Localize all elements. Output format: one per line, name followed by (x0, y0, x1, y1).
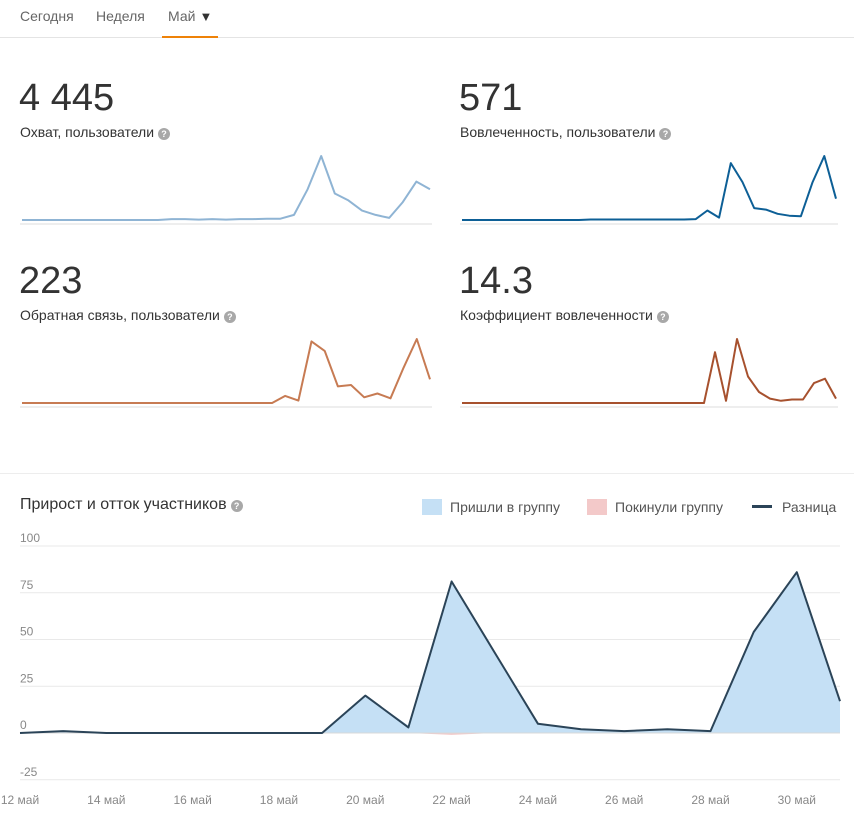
section-divider (0, 473, 854, 474)
tab-month[interactable]: Май ▼ (162, 0, 218, 38)
help-icon[interactable]: ? (656, 311, 669, 323)
help-icon[interactable]: ? (230, 500, 243, 512)
x-tick-label: 26 май (605, 793, 643, 807)
tab-today-label: Сегодня (20, 8, 74, 24)
engagement-value: 571 (459, 77, 523, 119)
chart-title-text: Прирост и отток участников (20, 496, 227, 513)
y-tick-label: 0 (20, 718, 27, 732)
x-tick-label: 16 май (173, 793, 211, 807)
sparkline-series (22, 338, 431, 404)
x-tick-label: 18 май (260, 793, 298, 807)
legend-diff[interactable]: Разница (752, 498, 836, 516)
x-tick-label: 28 май (691, 793, 729, 807)
reach-sparkline (20, 155, 432, 225)
sparkline-series (22, 155, 431, 221)
reach-label: Охват, пользователи? (20, 123, 171, 141)
legend-left-label: Покинули группу (615, 499, 723, 515)
sparkline-series (462, 338, 837, 404)
feedback-label-text: Обратная связь, пользователи (20, 307, 220, 323)
legend-joined-label: Пришли в группу (450, 499, 561, 515)
x-tick-label: 24 май (519, 793, 557, 807)
sparkline-series (462, 155, 837, 221)
reach-value: 4 445 (19, 77, 115, 119)
tab-week[interactable]: Неделя (90, 0, 151, 38)
feedback-sparkline (20, 338, 432, 408)
y-tick-label: 100 (20, 531, 40, 545)
legend-joined-swatch (422, 499, 442, 515)
legend-joined[interactable]: Пришли в группу (422, 498, 560, 516)
engagement-label: Вовлеченность, пользователи? (460, 123, 672, 141)
y-tick-label: 75 (20, 578, 34, 592)
period-tabs: Сегодня Неделя Май ▼ (0, 0, 854, 38)
engagement-sparkline (460, 155, 838, 225)
x-tick-label: 22 май (432, 793, 470, 807)
legend-diff-swatch (752, 505, 772, 508)
y-tick-label: -25 (20, 765, 38, 779)
engagement-rate-label: Коэффициент вовлеченности? (460, 306, 669, 324)
series-diff-line (19, 571, 841, 734)
reach-label-text: Охват, пользователи (20, 124, 155, 140)
x-tick-label: 12 май (1, 793, 39, 807)
chevron-down-icon: ▼ (199, 9, 213, 24)
tab-week-label: Неделя (96, 8, 145, 24)
help-icon[interactable]: ? (659, 128, 672, 140)
y-tick-label: 25 (20, 671, 34, 685)
y-tick-label: 50 (20, 625, 34, 639)
feedback-label: Обратная связь, пользователи? (20, 306, 236, 324)
legend-left[interactable]: Покинули группу (587, 498, 723, 516)
legend-diff-label: Разница (782, 499, 837, 515)
engagement-rate-sparkline (460, 338, 838, 408)
help-icon[interactable]: ? (158, 128, 171, 140)
engagement-rate-label-text: Коэффициент вовлеченности (460, 307, 653, 323)
feedback-value: 223 (19, 260, 83, 302)
help-icon[interactable]: ? (223, 311, 236, 323)
x-tick-label: 30 май (778, 793, 816, 807)
tab-month-label: Май (168, 8, 196, 24)
x-tick-label: 14 май (87, 793, 125, 807)
chart-title: Прирост и отток участников? (20, 496, 243, 514)
x-tick-label: 20 май (346, 793, 384, 807)
members-growth-chart: 100 75 50 25 0 -25 12 май 14 май 16 май 18 май 20 … (1, 531, 841, 807)
legend-left-swatch (587, 499, 607, 515)
engagement-label-text: Вовлеченность, пользователи (460, 124, 656, 140)
engagement-rate-value: 14.3 (459, 260, 533, 302)
tab-today[interactable]: Сегодня (14, 0, 80, 38)
